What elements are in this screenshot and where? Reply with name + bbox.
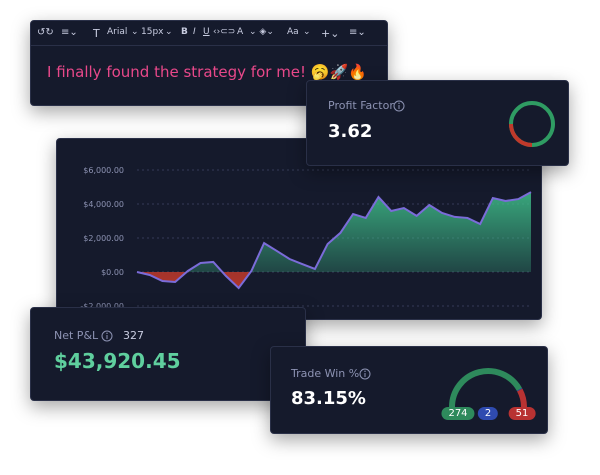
text-color-button[interactable]: A	[237, 27, 244, 37]
font-icon[interactable]: T	[93, 27, 100, 40]
gauge-segment	[449, 368, 523, 408]
editor-text[interactable]: I finally found the strategy for me! 🥱🚀🔥	[47, 63, 367, 81]
editor-card: ↺↻ ≡⌄ T Arial ⌄ 15px ⌄ B I U ‹›⊂⊃ A ⌄ ◈⌄…	[30, 20, 388, 106]
font-select[interactable]: Arial	[107, 27, 128, 37]
y-tick-label: $6,000.00	[83, 166, 124, 175]
line	[136, 191, 532, 290]
trade-win-value: 83.15%	[291, 388, 366, 409]
chart-card: -$2,000.00 $0.00 $2,000.00 $4,000.00 $6,000.…	[56, 138, 542, 320]
gauge-pill: 2	[477, 407, 499, 420]
profit-factor-label: Profit Factor	[328, 99, 394, 112]
net-pnl-card: Net P&L 327 $43,920.45	[30, 307, 306, 401]
gauge-pill: 274	[441, 407, 475, 420]
insert-icon[interactable]: +⌄	[321, 27, 340, 40]
dropdown-icon[interactable]: ⌄	[165, 27, 173, 37]
trade-count: 327	[123, 329, 144, 342]
info-icon[interactable]	[101, 330, 113, 342]
win-gauge	[449, 368, 527, 408]
trade-win-card: Trade Win % 83.15% 274 2 51	[270, 346, 548, 434]
net-pnl-label: Net P&L	[54, 329, 99, 342]
net-pnl-value: $43,920.45	[54, 349, 181, 373]
gauge-segment	[517, 388, 527, 408]
dropdown-icon[interactable]: ⌄ ◈⌄	[249, 27, 274, 37]
undo-redo-icon[interactable]: ↺↻	[37, 27, 54, 38]
chart: -$2,000.00 $0.00 $2,000.00 $4,000.00 $6,000.…	[80, 166, 532, 311]
profit-factor-card: Profit Factor 3.62	[306, 80, 569, 166]
area-positive	[137, 192, 531, 272]
trade-win-label: Trade Win %	[291, 367, 360, 380]
format-icon[interactable]: ≡⌄	[61, 27, 78, 38]
gauge-pill: 51	[508, 407, 536, 420]
profit-factor-value: 3.62	[328, 121, 373, 142]
y-tick-label: $0.00	[101, 268, 124, 277]
bold-button[interactable]: B	[181, 27, 188, 37]
y-tick-label: $2,000.00	[83, 234, 124, 243]
code-link-icons[interactable]: ‹›⊂⊃	[213, 27, 236, 37]
align-icon[interactable]: ≡⌄	[349, 27, 366, 38]
italic-button[interactable]: I	[193, 27, 196, 37]
y-tick-label: -$2,000.00	[80, 302, 124, 311]
info-icon[interactable]	[393, 100, 405, 112]
profit-factor-ring	[509, 101, 555, 147]
dropdown-icon[interactable]: ⌄	[303, 27, 311, 37]
toolbar: ↺↻ ≡⌄ T Arial ⌄ 15px ⌄ B I U ‹›⊂⊃ A ⌄ ◈⌄…	[31, 21, 387, 46]
dropdown-icon[interactable]: ⌄	[131, 27, 139, 37]
underline-button[interactable]: U	[203, 27, 210, 37]
case-button[interactable]: Aa	[287, 27, 299, 37]
info-icon[interactable]	[359, 368, 371, 380]
y-tick-label: $4,000.00	[83, 200, 124, 209]
size-select[interactable]: 15px	[141, 27, 164, 37]
